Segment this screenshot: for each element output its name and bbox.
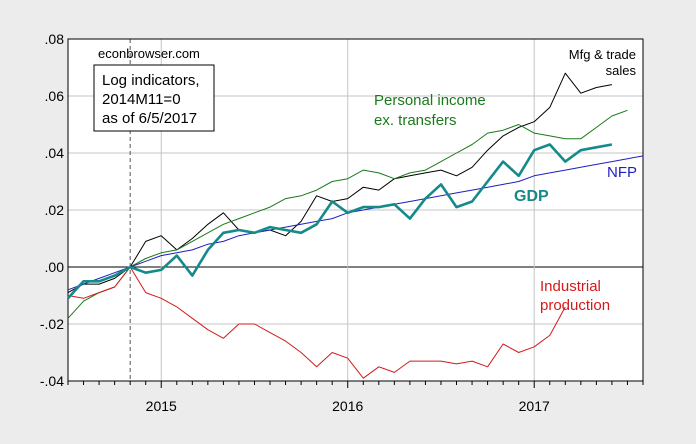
axes: .08 .06 .04 .02 .00 -.02 -.04 2015 2016 2017 [40,31,644,414]
series-label: production [540,297,610,314]
y-tick-label: .00 [45,259,65,275]
series-label: Industrial [540,278,601,295]
series-label: Mfg & trade [569,47,636,62]
y-tick-label: .06 [45,88,65,104]
series-group [67,72,644,379]
y-tick-label: .02 [45,202,65,218]
y-tick-label: .08 [45,31,65,47]
info-box-line: 2014M11=0 [102,91,181,108]
x-year-label: 2016 [332,398,363,414]
info-box-line: as of 6/5/2017 [102,110,197,127]
y-tick-label: .04 [45,145,65,161]
info-box-line: Log indicators, [102,72,200,89]
series-line-personal-income-ex-transfers [67,109,628,319]
series-line-gdp [67,143,613,300]
y-tick-label: -.04 [40,373,64,389]
series-line-nfp [67,155,644,291]
source-label: econbrowser.com [98,46,200,61]
series-line-industrial-production [67,266,566,379]
x-year-label: 2015 [146,398,177,414]
series-label: sales [606,63,637,78]
info-box [93,64,215,132]
series-label: GDP [514,188,549,205]
plot-frame [67,38,644,382]
y-tick-label: -.02 [40,316,64,332]
series-label: Personal income [374,92,486,109]
series-label: ex. transfers [374,112,457,129]
x-year-label: 2017 [519,398,550,414]
series-label: NFP [607,164,637,181]
annotations: econbrowser.com Log indicators, 2014M11=0 a… [93,46,637,314]
